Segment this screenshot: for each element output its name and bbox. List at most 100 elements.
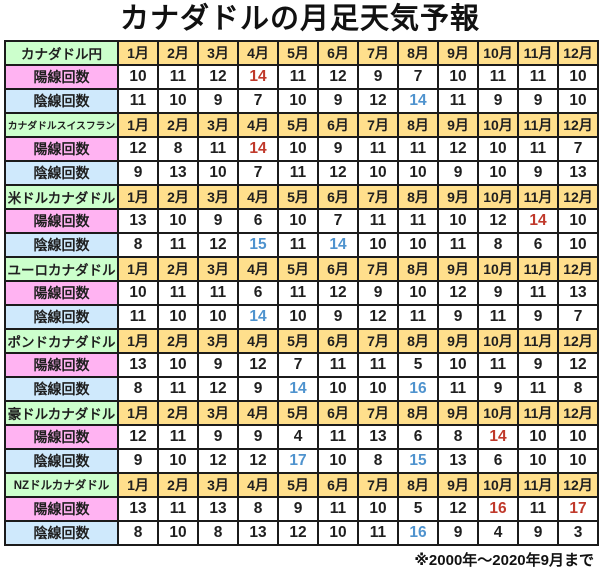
- bull-count-cell: 4: [277, 424, 319, 450]
- month-header-cell: 3月: [197, 472, 239, 498]
- bull-count-cell: 10: [277, 136, 319, 162]
- month-header-cell: 9月: [437, 328, 479, 354]
- bear-label-cell: 陰線回数: [4, 160, 119, 186]
- bear-count-cell: 11: [437, 232, 479, 258]
- bear-count-cell: 11: [357, 520, 399, 546]
- bear-label-cell: 陰線回数: [4, 304, 119, 330]
- month-header-cell: 12月: [557, 328, 599, 354]
- bear-count-cell: 8: [557, 376, 599, 402]
- bull-count-cell: 11: [517, 136, 559, 162]
- bull-count-cell: 12: [437, 280, 479, 306]
- bear-count-cell: 10: [277, 88, 319, 114]
- month-header-cell: 2月: [157, 184, 199, 210]
- month-header-cell: 8月: [397, 184, 439, 210]
- bull-count-cell: 10: [277, 208, 319, 234]
- bear-count-cell: 10: [317, 520, 359, 546]
- section-header-row: カナダドル円 1月 2月 3月 4月 5月 6月 7月 8月 9月 10月 11月 12月: [4, 40, 599, 66]
- pair-header-cell: 豪ドルカナダドル: [4, 400, 119, 426]
- bull-count-row: 陽線回数 13 10 9 12 7 11 11 5 10 11 9 12: [4, 352, 599, 378]
- bear-count-cell: 10: [157, 304, 199, 330]
- bear-count-cell: 9: [517, 160, 559, 186]
- bull-count-cell: 8: [157, 136, 199, 162]
- month-header-cell: 10月: [477, 40, 519, 66]
- month-header-cell: 2月: [157, 328, 199, 354]
- bear-count-cell: 10: [157, 88, 199, 114]
- month-header-cell: 3月: [197, 184, 239, 210]
- bear-count-cell: 12: [357, 88, 399, 114]
- month-header-cell: 12月: [557, 400, 599, 426]
- bear-count-row: 陰線回数 11 10 10 14 10 9 12 11 9 11 9 7: [4, 304, 599, 330]
- month-header-cell: 2月: [157, 400, 199, 426]
- bear-count-cell: 14: [277, 376, 319, 402]
- bear-count-cell: 9: [517, 88, 559, 114]
- forecast-table: カナダドル円 1月 2月 3月 4月 5月 6月 7月 8月 9月 10月 11月 12月 陽線回数 10 1…: [4, 40, 599, 546]
- bear-count-cell: 10: [277, 304, 319, 330]
- bear-count-cell: 10: [557, 448, 599, 474]
- bear-count-cell: 10: [357, 160, 399, 186]
- month-header-cell: 8月: [397, 400, 439, 426]
- bull-count-cell: 11: [517, 280, 559, 306]
- bear-count-cell: 11: [397, 304, 439, 330]
- month-header-cell: 10月: [477, 184, 519, 210]
- month-header-cell: 3月: [197, 256, 239, 282]
- bull-count-cell: 11: [157, 280, 199, 306]
- bear-count-cell: 9: [517, 520, 559, 546]
- bull-count-cell: 10: [477, 136, 519, 162]
- bull-count-cell: 10: [117, 64, 159, 90]
- month-header-cell: 9月: [437, 40, 479, 66]
- bear-count-cell: 10: [557, 232, 599, 258]
- bear-label-cell: 陰線回数: [4, 88, 119, 114]
- bull-count-cell: 9: [277, 496, 319, 522]
- bear-count-cell: 11: [437, 376, 479, 402]
- month-header-cell: 6月: [317, 40, 359, 66]
- pair-header-cell: ユーロカナダドル: [4, 256, 119, 282]
- bear-count-cell: 17: [277, 448, 319, 474]
- bull-label-cell: 陽線回数: [4, 280, 119, 306]
- bear-count-row: 陰線回数 9 13 10 7 11 12 10 10 9 10 9 13: [4, 160, 599, 186]
- month-header-cell: 4月: [237, 472, 279, 498]
- bear-count-cell: 3: [557, 520, 599, 546]
- month-header-cell: 8月: [397, 112, 439, 138]
- bear-count-cell: 14: [237, 304, 279, 330]
- bear-count-cell: 11: [277, 160, 319, 186]
- bull-count-cell: 10: [397, 280, 439, 306]
- month-header-cell: 10月: [477, 400, 519, 426]
- month-header-cell: 2月: [157, 112, 199, 138]
- bear-count-cell: 10: [557, 88, 599, 114]
- month-header-cell: 7月: [357, 40, 399, 66]
- month-header-cell: 3月: [197, 328, 239, 354]
- bull-count-cell: 11: [197, 136, 239, 162]
- bull-count-row: 陽線回数 12 11 9 9 4 11 13 6 8 14 10 10: [4, 424, 599, 450]
- bull-count-cell: 9: [197, 352, 239, 378]
- bear-count-cell: 10: [317, 448, 359, 474]
- bull-count-cell: 10: [157, 352, 199, 378]
- bull-count-cell: 11: [517, 496, 559, 522]
- bull-count-cell: 12: [437, 136, 479, 162]
- bull-count-cell: 14: [517, 208, 559, 234]
- bear-count-cell: 9: [437, 160, 479, 186]
- pair-header-cell: NZドルカナダドル: [4, 472, 119, 498]
- bear-count-cell: 10: [197, 304, 239, 330]
- bear-count-cell: 9: [437, 304, 479, 330]
- month-header-cell: 7月: [357, 400, 399, 426]
- bull-count-cell: 12: [437, 496, 479, 522]
- month-header-cell: 11月: [517, 112, 559, 138]
- bull-count-cell: 13: [357, 424, 399, 450]
- bear-count-cell: 10: [317, 376, 359, 402]
- bull-count-cell: 10: [157, 208, 199, 234]
- month-header-cell: 11月: [517, 472, 559, 498]
- bear-count-cell: 8: [197, 520, 239, 546]
- month-header-cell: 9月: [437, 472, 479, 498]
- month-header-cell: 7月: [357, 184, 399, 210]
- month-header-cell: 12月: [557, 40, 599, 66]
- bull-count-cell: 9: [477, 280, 519, 306]
- bull-count-cell: 12: [237, 352, 279, 378]
- month-header-cell: 1月: [117, 472, 159, 498]
- bear-label-cell: 陰線回数: [4, 232, 119, 258]
- bear-count-cell: 13: [437, 448, 479, 474]
- bull-count-cell: 9: [517, 352, 559, 378]
- month-header-cell: 1月: [117, 184, 159, 210]
- bear-count-cell: 11: [157, 376, 199, 402]
- bull-count-cell: 14: [237, 136, 279, 162]
